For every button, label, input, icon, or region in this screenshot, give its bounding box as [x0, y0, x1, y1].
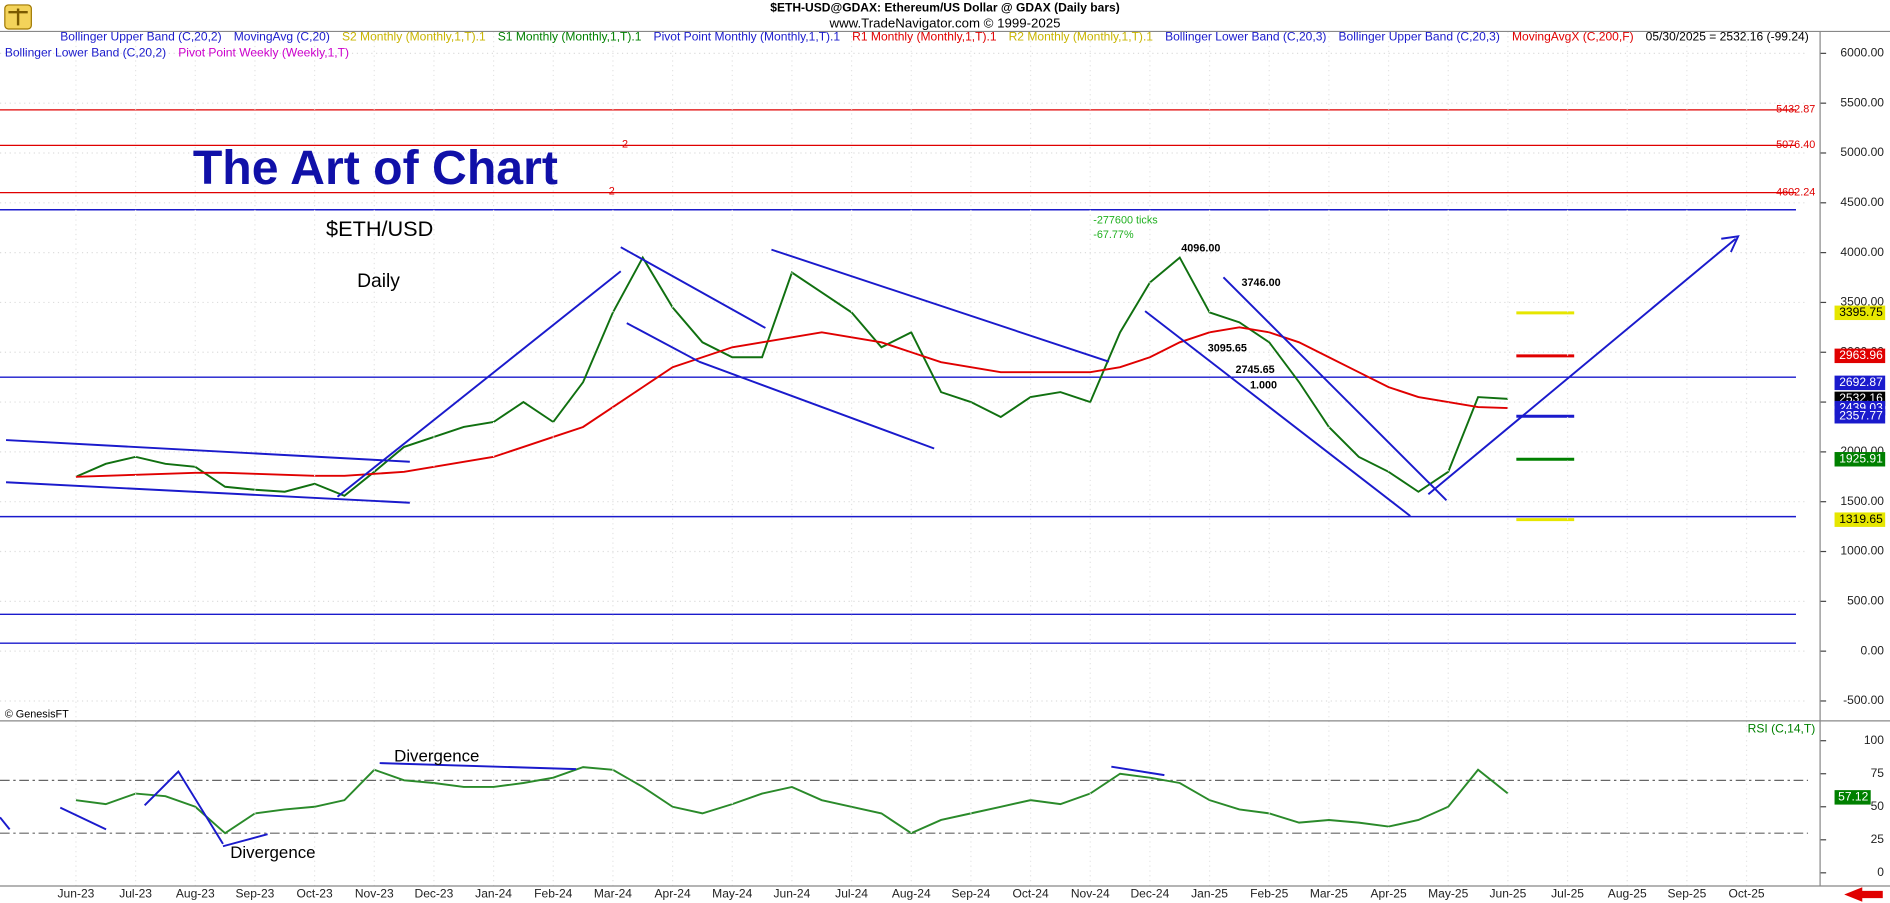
legend-entry: Pivot Point Weekly (Weekly,1,T) [178, 45, 349, 59]
level-tag: 2 [609, 186, 615, 198]
legend-entry: Bollinger Lower Band (C,20,2) [5, 45, 166, 59]
headline: The Art of Chart [193, 141, 558, 195]
level-label: 4602.24 [1776, 186, 1815, 198]
value-box-label: 1319.65 [1839, 512, 1883, 526]
legend-entry: Bollinger Lower Band (C,20,3) [1165, 30, 1326, 44]
y-tick-label: 100 [1864, 733, 1884, 747]
x-tick-label: Aug-23 [176, 887, 215, 901]
x-tick-label: Nov-23 [355, 887, 394, 901]
value-box-label: 1925.91 [1839, 451, 1883, 465]
legend-entry: Bollinger Upper Band (C,20,3) [1339, 30, 1500, 44]
divergence-label: Divergence [394, 747, 479, 766]
legend-entry: 05/30/2025 = 2532.16 (-99.24) [1646, 30, 1809, 44]
ticks-label: -277600 ticks [1093, 215, 1158, 227]
y-tick-label: 75 [1871, 766, 1885, 780]
x-tick-label: Jul-25 [1551, 887, 1584, 901]
y-tick-label: 500.00 [1847, 594, 1884, 608]
x-tick-label: Jun-23 [58, 887, 95, 901]
divergence-label: Divergence [230, 843, 315, 862]
value-box [1834, 375, 1886, 391]
x-tick-label: Dec-24 [1130, 887, 1169, 901]
header-title: $ETH-USD@GDAX: Ethereum/US Dollar @ GDAX… [770, 1, 1119, 15]
x-tick-label: Aug-25 [1608, 887, 1647, 901]
x-tick-label: Sep-25 [1667, 887, 1706, 901]
rsi-label: RSI (C,14,T) [1748, 722, 1816, 736]
trend-lines [0, 235, 1740, 848]
x-tick-label: Apr-25 [1370, 887, 1406, 901]
symbol: $ETH/USD [326, 216, 433, 241]
x-tick-label: Jul-24 [835, 887, 868, 901]
y-tick-label: 1000.00 [1840, 544, 1884, 558]
y-tick-label: 0.00 [1861, 643, 1885, 657]
value-box [1834, 409, 1886, 424]
header-subtitle: www.TradeNavigator.com © 1999-2025 [829, 16, 1061, 31]
x-tick-label: Jun-25 [1489, 887, 1526, 901]
value-box [1834, 348, 1886, 364]
y-tick-label: 5500.00 [1840, 95, 1884, 109]
x-tick-label: Mar-25 [1310, 887, 1348, 901]
value-box-label: 2357.77 [1839, 408, 1883, 422]
period: Daily [357, 271, 400, 292]
value-box-label: 3395.75 [1839, 305, 1883, 319]
price-tag: 3746.00 [1242, 277, 1281, 289]
x-tick-label: Mar-24 [594, 887, 632, 901]
value-box-label: 2963.96 [1839, 348, 1883, 362]
y-tick-label: 4500.00 [1840, 195, 1884, 209]
legend-entry: MovingAvgX (C,200,F) [1512, 30, 1634, 44]
legend-entry: MovingAvg (C,20) [234, 30, 330, 44]
y-tick-label: 3500.00 [1840, 295, 1884, 309]
x-tick-label: Nov-24 [1071, 887, 1110, 901]
price-tag: 4096.00 [1181, 242, 1220, 254]
logo [4, 4, 32, 30]
x-tick-label: Dec-23 [415, 887, 454, 901]
x-tick-label: Jan-25 [1191, 887, 1228, 901]
x-tick-label: Aug-24 [892, 887, 931, 901]
legend-entry: R1 Monthly (Monthly,1,T).1 [852, 30, 997, 44]
x-tick-label: Sep-24 [951, 887, 990, 901]
percent-label: -67.77% [1093, 229, 1134, 241]
y-tick-label: 25 [1871, 832, 1885, 846]
value-box [1834, 790, 1871, 805]
y-tick-label: -500.00 [1843, 693, 1884, 707]
x-tick-label: May-24 [712, 887, 752, 901]
level-tag: 2 [622, 139, 628, 151]
y-tick-label: 0 [1877, 865, 1884, 879]
price-tag: 2745.65 [1235, 364, 1274, 376]
y-tick-label: 6000.00 [1840, 46, 1884, 60]
legend-entry: Pivot Point Monthly (Monthly,1,T).1 [654, 30, 841, 44]
y-tick-label: 4000.00 [1840, 245, 1884, 259]
level-label: 5432.87 [1776, 104, 1815, 116]
legend-entry: S2 Monthly (Monthly,1,T).1 [342, 30, 486, 44]
x-tick-label: Oct-25 [1728, 887, 1764, 901]
x-tick-label: Sep-23 [236, 887, 275, 901]
copyright: © GenesisFT [5, 709, 69, 721]
legend-entry: S1 Monthly (Monthly,1,T).1 [498, 30, 642, 44]
value-box [1834, 452, 1886, 467]
x-tick-label: Jul-23 [119, 887, 152, 901]
y-tick-label: 50 [1871, 799, 1885, 813]
x-tick-label: Jun-24 [773, 887, 810, 901]
x-tick-label: Feb-25 [1250, 887, 1288, 901]
value-box-label: 2692.87 [1839, 375, 1883, 389]
price-tag: 3095.65 [1208, 342, 1247, 354]
value-box [1834, 305, 1886, 321]
legend-entry: R2 Monthly (Monthly,1,T).1 [1009, 30, 1154, 44]
x-tick-label: Jan-24 [475, 887, 512, 901]
ratio-tag: 1.000 [1250, 380, 1277, 392]
legend-entry: Bollinger Upper Band (C,20,2) [60, 30, 221, 44]
x-tick-label: Apr-24 [655, 887, 691, 901]
level-label: 5076.40 [1776, 139, 1815, 151]
y-tick-label: 5000.00 [1840, 145, 1884, 159]
x-tick-label: May-25 [1428, 887, 1468, 901]
x-tick-label: Oct-24 [1013, 887, 1049, 901]
x-tick-label: Oct-23 [297, 887, 333, 901]
value-box-label: 57.12 [1838, 790, 1868, 804]
value-box [1834, 512, 1886, 527]
scroll-arrow [1844, 887, 1883, 902]
x-tick-label: Feb-24 [534, 887, 572, 901]
y-tick-label: 1500.00 [1840, 494, 1884, 508]
